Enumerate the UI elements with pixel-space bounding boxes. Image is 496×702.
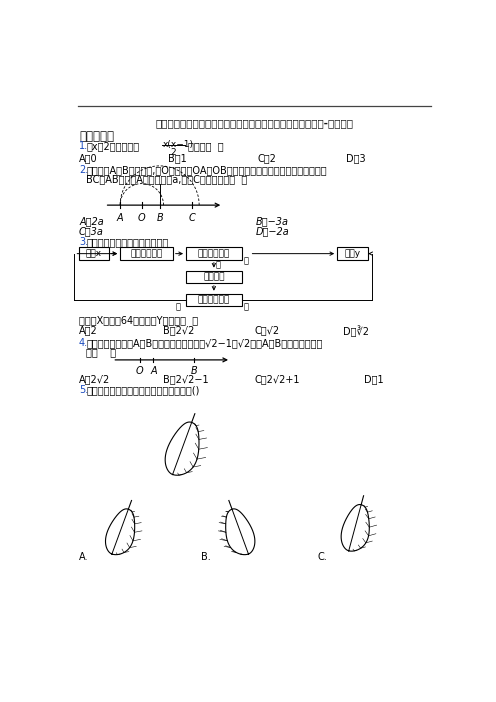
Text: 否: 否 xyxy=(176,302,181,311)
Polygon shape xyxy=(226,509,255,555)
Text: 3.: 3. xyxy=(79,237,88,246)
Text: x(x−1): x(x−1) xyxy=(163,140,194,150)
Text: 将图中的叶子平移后，可以得到的图案是(): 将图中的叶子平移后，可以得到的图案是() xyxy=(86,385,199,395)
Text: BC＝AB，若点A表示的数是a,则点C表示的数是（  ）: BC＝AB，若点A表示的数是a,则点C表示的数是（ ） xyxy=(86,174,248,185)
Text: 如图所示，数轴上A、B两点表示的数分别是√2−1和√2，则A、B两点之间的距离: 如图所示，数轴上A、B两点表示的数分别是√2−1和√2，则A、B两点之间的距离 xyxy=(86,338,322,348)
Text: A.: A. xyxy=(79,552,89,562)
Text: A: A xyxy=(150,366,157,376)
Text: D．−2a: D．−2a xyxy=(256,226,290,236)
Text: 2.: 2. xyxy=(79,165,88,175)
Text: B: B xyxy=(156,213,163,223)
FancyBboxPatch shape xyxy=(337,248,368,260)
Text: 1.: 1. xyxy=(79,141,88,151)
Text: O: O xyxy=(136,366,143,376)
Text: 当输入X的値为64时，输出Y的値是（  ）: 当输入X的値为64时，输出Y的値是（ ） xyxy=(79,315,198,325)
Text: 输出y: 输出y xyxy=(345,249,361,258)
Polygon shape xyxy=(341,505,370,551)
Text: C: C xyxy=(189,213,195,223)
Text: 输入x: 输入x xyxy=(86,249,102,258)
Text: 是否为无理数: 是否为无理数 xyxy=(198,249,230,258)
FancyBboxPatch shape xyxy=(186,293,242,306)
Text: B．2√2: B．2√2 xyxy=(163,325,194,336)
Text: 是否为无理数: 是否为无理数 xyxy=(198,296,230,305)
Text: 求算术平方根: 求算术平方根 xyxy=(130,249,163,258)
Text: 深圳大浪博恒中英学校人教版七年级上册数学期末试卷及答案-百度文库: 深圳大浪博恒中英学校人教版七年级上册数学期末试卷及答案-百度文库 xyxy=(155,118,353,128)
Text: A．2√2: A．2√2 xyxy=(79,373,110,384)
Text: 当x取2时，代数式: 当x取2时，代数式 xyxy=(86,141,139,151)
Text: A．0: A．0 xyxy=(79,153,98,163)
FancyBboxPatch shape xyxy=(120,248,173,260)
Text: O: O xyxy=(138,213,146,223)
Polygon shape xyxy=(165,422,199,475)
Text: C.: C. xyxy=(318,552,327,562)
Text: 求立方根: 求立方根 xyxy=(203,272,225,282)
Text: D．∛2: D．∛2 xyxy=(343,325,369,337)
Text: 有一个数値转换器，流程如下：: 有一个数値转换器，流程如下： xyxy=(86,237,168,246)
Text: D．3: D．3 xyxy=(346,153,366,163)
Text: 的値是（  ）: 的値是（ ） xyxy=(188,141,224,151)
Text: B.: B. xyxy=(201,552,211,562)
Text: 是（    ）: 是（ ） xyxy=(86,347,116,357)
Text: B．−3a: B．−3a xyxy=(256,216,289,226)
Text: 一、选择题: 一、选择题 xyxy=(79,131,114,143)
Text: B．1: B．1 xyxy=(168,153,187,163)
Text: C．√2: C．√2 xyxy=(254,325,279,336)
Text: 2: 2 xyxy=(171,148,176,157)
Text: 是: 是 xyxy=(244,256,248,265)
Text: 是: 是 xyxy=(244,302,248,311)
Polygon shape xyxy=(106,509,135,555)
Text: C．2√2+1: C．2√2+1 xyxy=(254,373,300,384)
FancyBboxPatch shape xyxy=(186,270,242,283)
Text: B．2√2−1: B．2√2−1 xyxy=(163,373,208,384)
Text: 如图，点A、B在数轴上,点O为原点，OA＝OB．接如图所示方法用圆规在数轴上截取: 如图，点A、B在数轴上,点O为原点，OA＝OB．接如图所示方法用圆规在数轴上截取 xyxy=(86,165,327,175)
Text: 5.: 5. xyxy=(79,385,88,395)
Text: 4.: 4. xyxy=(79,338,88,348)
FancyBboxPatch shape xyxy=(79,248,109,260)
Text: D．1: D．1 xyxy=(364,373,384,384)
Text: C．2: C．2 xyxy=(257,153,276,163)
Text: A．2: A．2 xyxy=(79,325,98,336)
Text: A: A xyxy=(117,213,124,223)
Text: 否: 否 xyxy=(215,260,220,270)
Text: C．3a: C．3a xyxy=(79,226,104,236)
Text: B: B xyxy=(190,366,197,376)
FancyBboxPatch shape xyxy=(186,248,242,260)
Text: A．2a: A．2a xyxy=(79,216,104,226)
